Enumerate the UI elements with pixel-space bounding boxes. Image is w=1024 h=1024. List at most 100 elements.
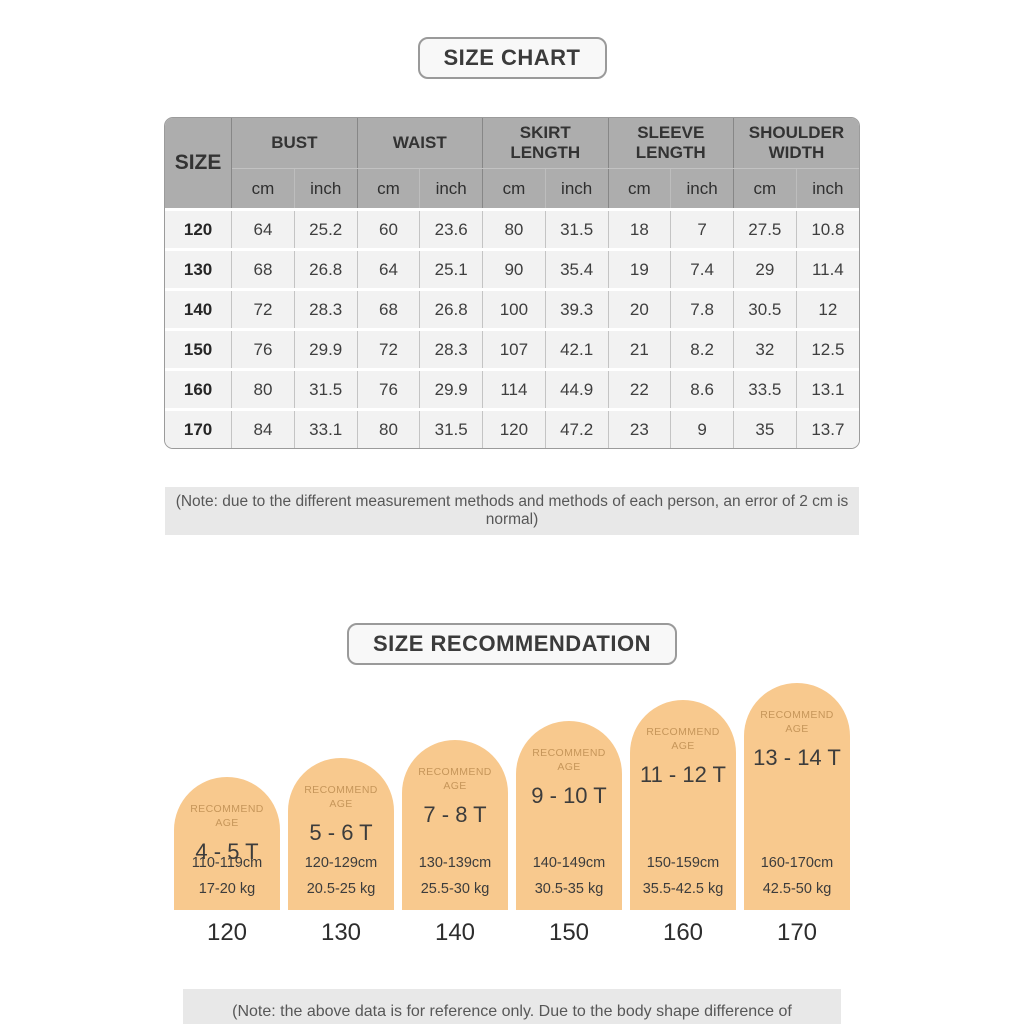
subheader-inch: inch xyxy=(419,168,484,210)
subheader-inch: inch xyxy=(294,168,358,210)
value-cell: 7.4 xyxy=(670,248,734,290)
subheader-cm: cm xyxy=(733,168,797,210)
value-cell: 31.5 xyxy=(294,368,358,410)
table-row: 140 72 28.3 68 26.8 100 39.3 20 7.8 30.5 12 xyxy=(165,288,859,330)
size-cell: 130 xyxy=(165,248,233,290)
value-cell: 25.2 xyxy=(294,208,358,250)
age-arch: RECOMMEND AGE 4 - 5 T 110-119cm 17-20 kg xyxy=(174,777,280,910)
value-cell: 68 xyxy=(357,288,421,330)
value-cell: 33.5 xyxy=(733,368,797,410)
value-cell: 13.1 xyxy=(796,368,859,410)
age-arch: RECOMMEND AGE 9 - 10 T 140-149cm 30.5-35 kg xyxy=(516,721,622,910)
value-cell: 42.1 xyxy=(545,328,609,370)
weight-range: 20.5-25 kg xyxy=(306,881,376,897)
value-cell: 29 xyxy=(733,248,797,290)
size-recommendation-title: SIZE RECOMMENDATION xyxy=(347,623,677,665)
weight-range: 30.5-35 kg xyxy=(534,881,604,897)
reference-note: (Note: the above data is for reference o… xyxy=(183,989,841,1024)
subheader-inch: inch xyxy=(545,168,609,210)
size-cell: 160 xyxy=(165,368,233,410)
arch-bottom-info: 160-170cm 42.5-50 kg xyxy=(744,855,850,897)
value-cell: 11.4 xyxy=(796,248,859,290)
value-cell: 21 xyxy=(608,328,672,370)
size-recommendation-graphic: RECOMMEND AGE 4 - 5 T 110-119cm 17-20 kg 120… xyxy=(174,683,850,947)
value-cell: 64 xyxy=(231,208,295,250)
height-range: 150-159cm xyxy=(646,855,720,871)
age-arch: RECOMMEND AGE 11 - 12 T 150-159cm 35.5-42.5… xyxy=(630,700,736,910)
age-arch: RECOMMEND AGE 13 - 14 T 160-170cm 42.5-50 k… xyxy=(744,683,850,910)
age-arch: RECOMMEND AGE 7 - 8 T 130-139cm 25.5-30 kg xyxy=(402,740,508,910)
height-range: 160-170cm xyxy=(760,855,834,871)
value-cell: 107 xyxy=(482,328,546,370)
value-cell: 8.6 xyxy=(670,368,734,410)
value-cell: 7 xyxy=(670,208,734,250)
size-cell: 150 xyxy=(165,328,233,370)
value-cell: 22 xyxy=(608,368,672,410)
table-row: 170 84 33.1 80 31.5 120 47.2 23 9 35 13.7 xyxy=(165,408,859,448)
value-cell: 20 xyxy=(608,288,672,330)
subheader-inch: inch xyxy=(670,168,734,210)
value-cell: 76 xyxy=(231,328,295,370)
recommend-age-label: RECOMMEND AGE xyxy=(646,726,720,753)
table-row: 160 80 31.5 76 29.9 114 44.9 22 8.6 33.5 13.1 xyxy=(165,368,859,410)
value-cell: 28.3 xyxy=(419,328,484,370)
value-cell: 76 xyxy=(357,368,421,410)
arch-bottom-info: 150-159cm 35.5-42.5 kg xyxy=(630,855,736,897)
value-cell: 26.8 xyxy=(419,288,484,330)
value-cell: 44.9 xyxy=(545,368,609,410)
value-cell: 10.8 xyxy=(796,208,859,250)
age-range: 4 - 5 T xyxy=(195,839,259,865)
weight-range: 25.5-30 kg xyxy=(420,881,490,897)
age-range: 13 - 14 T xyxy=(753,745,841,771)
value-cell: 31.5 xyxy=(545,208,609,250)
size-chart-title: SIZE CHART xyxy=(417,37,607,79)
age-range: 5 - 6 T xyxy=(309,820,373,846)
header-waist: WAIST xyxy=(357,118,484,169)
size-table: SIZE BUST WAIST SKIRT LENGTH SLEEVE LENG… xyxy=(165,118,859,448)
value-cell: 120 xyxy=(482,408,546,448)
arch-bottom-info: 120-129cm 20.5-25 kg xyxy=(288,855,394,897)
value-cell: 12 xyxy=(796,288,859,330)
value-cell: 29.9 xyxy=(419,368,484,410)
header-sleeve-length: SLEEVE LENGTH xyxy=(608,118,734,169)
value-cell: 33.1 xyxy=(294,408,358,448)
value-cell: 80 xyxy=(357,408,421,448)
header-size: SIZE xyxy=(165,118,233,210)
value-cell: 12.5 xyxy=(796,328,859,370)
weight-range: 35.5-42.5 kg xyxy=(642,881,724,897)
value-cell: 23.6 xyxy=(419,208,484,250)
age-range: 9 - 10 T xyxy=(531,783,607,809)
arch-bottom-info: 130-139cm 25.5-30 kg xyxy=(402,855,508,897)
value-cell: 9 xyxy=(670,408,734,448)
height-range: 110-119cm xyxy=(191,855,263,871)
height-range: 130-139cm xyxy=(418,855,492,871)
subheader-cm: cm xyxy=(357,168,421,210)
value-cell: 8.2 xyxy=(670,328,734,370)
weight-range: 42.5-50 kg xyxy=(762,881,832,897)
recommend-age-label: RECOMMEND AGE xyxy=(760,709,834,736)
size-recommendation-item: RECOMMEND AGE 11 - 12 T 150-159cm 35.5-42.5… xyxy=(630,700,736,947)
measurement-note: (Note: due to the different measurement … xyxy=(165,487,859,535)
size-label: 150 xyxy=(548,919,590,946)
recommend-age-label: RECOMMEND AGE xyxy=(304,784,378,811)
height-range: 120-129cm xyxy=(304,855,378,871)
size-cell: 140 xyxy=(165,288,233,330)
value-cell: 80 xyxy=(231,368,295,410)
size-table-body: 120 64 25.2 60 23.6 80 31.5 18 7 27.5 10.8 130 68 26.… xyxy=(165,208,859,448)
value-cell: 31.5 xyxy=(419,408,484,448)
value-cell: 7.8 xyxy=(670,288,734,330)
value-cell: 64 xyxy=(357,248,421,290)
age-arch: RECOMMEND AGE 5 - 6 T 120-129cm 20.5-25 kg xyxy=(288,758,394,910)
value-cell: 35.4 xyxy=(545,248,609,290)
value-cell: 32 xyxy=(733,328,797,370)
size-recommendation-item: RECOMMEND AGE 7 - 8 T 130-139cm 25.5-30 kg 1… xyxy=(402,740,508,947)
value-cell: 19 xyxy=(608,248,672,290)
size-label: 160 xyxy=(662,919,704,946)
value-cell: 72 xyxy=(231,288,295,330)
value-cell: 26.8 xyxy=(294,248,358,290)
value-cell: 47.2 xyxy=(545,408,609,448)
value-cell: 80 xyxy=(482,208,546,250)
size-cell: 170 xyxy=(165,408,233,448)
table-row: 120 64 25.2 60 23.6 80 31.5 18 7 27.5 10.8 xyxy=(165,208,859,250)
